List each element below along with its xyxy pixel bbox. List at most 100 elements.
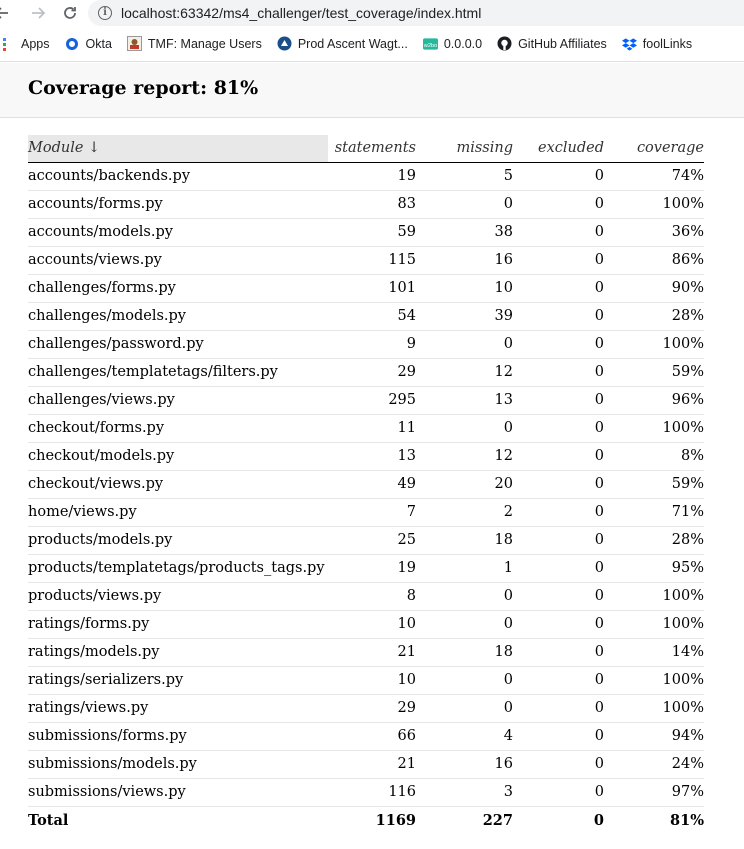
bookmark-label: Okta <box>85 36 112 51</box>
excluded-cell: 0 <box>513 358 604 387</box>
module-link[interactable]: ratings/views.py <box>28 694 328 723</box>
missing-cell: 16 <box>416 246 513 275</box>
excluded-cell: 0 <box>513 722 604 751</box>
bookmark-label: Prod Ascent Wagt... <box>297 36 408 51</box>
statements-cell: 13 <box>328 442 416 471</box>
back-button[interactable] <box>0 1 14 25</box>
excluded-cell: 0 <box>513 386 604 415</box>
excluded-cell: 0 <box>513 274 604 303</box>
missing-cell: 0 <box>416 190 513 219</box>
bookmark-okta[interactable]: Okta <box>65 36 112 51</box>
module-link[interactable]: challenges/templatetags/filters.py <box>28 358 328 387</box>
bookmark-w2bo[interactable]: w2bo 0.0.0.0 <box>422 36 482 51</box>
table-row: challenges/password.py 9 0 0 100% <box>28 330 704 359</box>
forward-button[interactable] <box>26 1 50 25</box>
coverage-cell: 14% <box>604 638 704 667</box>
tmf-icon <box>126 36 142 51</box>
column-header-coverage[interactable]: coverage <box>604 135 704 163</box>
table-row: accounts/models.py 59 38 0 36% <box>28 218 704 247</box>
table-row: submissions/forms.py 66 4 0 94% <box>28 722 704 751</box>
bookmark-ascent[interactable]: Prod Ascent Wagt... <box>277 36 408 51</box>
dropbox-icon <box>621 36 637 51</box>
bookmark-apps[interactable]: Apps <box>0 36 50 51</box>
module-link[interactable]: challenges/models.py <box>28 302 328 331</box>
coverage-cell: 36% <box>604 218 704 247</box>
bookmark-tmf[interactable]: TMF: Manage Users <box>126 36 262 51</box>
module-link[interactable]: checkout/views.py <box>28 470 328 499</box>
statements-cell: 295 <box>328 386 416 415</box>
module-link[interactable]: products/templatetags/products_tags.py <box>28 554 328 583</box>
missing-cell: 18 <box>416 526 513 555</box>
missing-cell: 38 <box>416 218 513 247</box>
table-row: challenges/models.py 54 39 0 28% <box>28 302 704 331</box>
missing-cell: 5 <box>416 162 513 191</box>
missing-cell: 13 <box>416 386 513 415</box>
module-link[interactable]: challenges/views.py <box>28 386 328 415</box>
excluded-cell: 0 <box>513 330 604 359</box>
column-header-excluded[interactable]: excluded <box>513 135 604 163</box>
missing-cell: 0 <box>416 666 513 695</box>
module-link[interactable]: products/models.py <box>28 526 328 555</box>
table-row: submissions/views.py 116 3 0 97% <box>28 778 704 807</box>
missing-cell: 12 <box>416 442 513 471</box>
bookmark-github[interactable]: GitHub Affiliates <box>497 36 607 51</box>
table-row: accounts/forms.py 83 0 0 100% <box>28 190 704 219</box>
module-link[interactable]: ratings/serializers.py <box>28 666 328 695</box>
module-link[interactable]: submissions/forms.py <box>28 722 328 751</box>
statements-cell: 21 <box>328 638 416 667</box>
statements-cell: 29 <box>328 358 416 387</box>
statements-cell: 59 <box>328 218 416 247</box>
module-link[interactable]: ratings/models.py <box>28 638 328 667</box>
module-link[interactable]: accounts/forms.py <box>28 190 328 219</box>
coverage-table: Module ↓ statements missing excluded cov… <box>28 135 704 834</box>
coverage-cell: 28% <box>604 302 704 331</box>
missing-cell: 0 <box>416 582 513 611</box>
statements-cell: 49 <box>328 470 416 499</box>
module-link[interactable]: submissions/views.py <box>28 778 328 807</box>
coverage-cell: 97% <box>604 778 704 807</box>
coverage-cell: 74% <box>604 162 704 191</box>
w2bo-icon: w2bo <box>422 36 438 51</box>
reload-button[interactable] <box>58 1 82 25</box>
column-header-missing[interactable]: missing <box>416 135 513 163</box>
coverage-cell: 100% <box>604 610 704 639</box>
missing-cell: 3 <box>416 778 513 807</box>
module-link[interactable]: accounts/models.py <box>28 218 328 247</box>
total-label: Total <box>28 805 328 834</box>
excluded-cell: 0 <box>513 162 604 191</box>
statements-cell: 115 <box>328 246 416 275</box>
github-icon <box>497 36 512 51</box>
module-link[interactable]: products/views.py <box>28 582 328 611</box>
info-icon[interactable]: i <box>98 6 112 20</box>
report-header: Coverage report: 81% <box>0 63 744 118</box>
table-row: ratings/forms.py 10 0 0 100% <box>28 610 704 639</box>
module-link[interactable]: ratings/forms.py <box>28 610 328 639</box>
module-link[interactable]: checkout/models.py <box>28 442 328 471</box>
bookmark-foollinks[interactable]: foolLinks <box>621 36 692 51</box>
missing-cell: 20 <box>416 470 513 499</box>
coverage-cell: 90% <box>604 274 704 303</box>
excluded-cell: 0 <box>513 442 604 471</box>
missing-cell: 0 <box>416 330 513 359</box>
excluded-cell: 0 <box>513 526 604 555</box>
coverage-cell: 59% <box>604 470 704 499</box>
coverage-cell: 100% <box>604 666 704 695</box>
module-link[interactable]: accounts/views.py <box>28 246 328 275</box>
module-link[interactable]: home/views.py <box>28 498 328 527</box>
column-header-statements[interactable]: statements <box>328 135 416 163</box>
excluded-cell: 0 <box>513 694 604 723</box>
module-link[interactable]: checkout/forms.py <box>28 414 328 443</box>
module-link[interactable]: accounts/backends.py <box>28 162 328 191</box>
module-link[interactable]: submissions/models.py <box>28 750 328 779</box>
module-link[interactable]: challenges/password.py <box>28 330 328 359</box>
table-row: ratings/serializers.py 10 0 0 100% <box>28 666 704 695</box>
column-header-module[interactable]: Module ↓ <box>28 135 328 163</box>
excluded-cell: 0 <box>513 666 604 695</box>
statements-cell: 19 <box>328 162 416 191</box>
module-link[interactable]: challenges/forms.py <box>28 274 328 303</box>
table-row: ratings/models.py 21 18 0 14% <box>28 638 704 667</box>
missing-cell: 0 <box>416 414 513 443</box>
total-missing: 227 <box>416 805 513 834</box>
statements-cell: 19 <box>328 554 416 583</box>
address-bar[interactable]: i localhost:63342/ms4_challenger/test_co… <box>88 0 744 26</box>
